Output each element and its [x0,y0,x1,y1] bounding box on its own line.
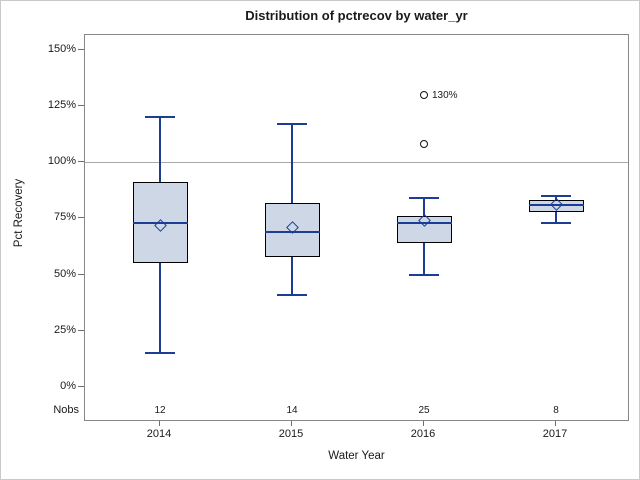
nobs-value: 25 [418,405,430,416]
whisker-cap-max [145,116,175,118]
y-tick-label: 50% [53,268,76,280]
reference-line-100pct [85,162,628,163]
y-tick-mark [78,274,84,275]
nobs-value: 14 [286,405,298,416]
nobs-row-label: Nobs [53,404,79,416]
x-tick-mark [555,421,556,426]
x-tick-mark [423,421,424,426]
median-line [396,221,452,224]
y-tick-mark [78,217,84,218]
outlier-value-label: 130% [432,89,458,101]
x-category-label: 2016 [410,428,436,440]
x-axis-label: Water Year [328,450,385,462]
y-axis-label: Pct Recovery [13,178,25,248]
y-tick-label: 75% [53,211,76,223]
y-tick-label: 150% [47,43,76,55]
whisker-cap-max [541,194,571,197]
whisker-cap-min [145,352,175,355]
iqr-box [264,202,320,257]
whisker-cap-min [277,293,307,296]
outlier-point [420,140,428,148]
plot-area: 12 14 130% 25 8 [84,34,629,421]
y-tick-label: 125% [47,99,76,111]
y-tick-mark [78,49,84,50]
y-tick-label: 0% [60,380,76,392]
x-category-label: 2014 [146,428,172,440]
x-tick-mark [159,421,160,426]
iqr-box [528,200,584,212]
x-category-label: 2017 [542,428,568,440]
outlier-point [420,90,428,99]
x-category-label: 2015 [278,428,304,440]
median-line [264,230,320,233]
whisker-cap-min [409,273,439,276]
nobs-value: 8 [553,405,559,416]
whisker-cap-max [277,122,307,125]
y-tick-label: 25% [53,324,76,336]
y-tick-mark [78,386,84,387]
y-tick-label: 100% [47,155,76,167]
median-line [528,203,584,206]
whisker-cap-min [541,221,571,224]
y-tick-mark [78,105,84,106]
iqr-box [396,216,452,243]
x-tick-mark [291,421,292,426]
y-tick-mark [78,330,84,331]
y-tick-mark [78,161,84,162]
whisker-cap-max [409,197,439,199]
nobs-value: 12 [154,405,166,416]
chart-title: Distribution of pctrecov by water_yr [245,8,468,23]
median-line [132,221,188,224]
